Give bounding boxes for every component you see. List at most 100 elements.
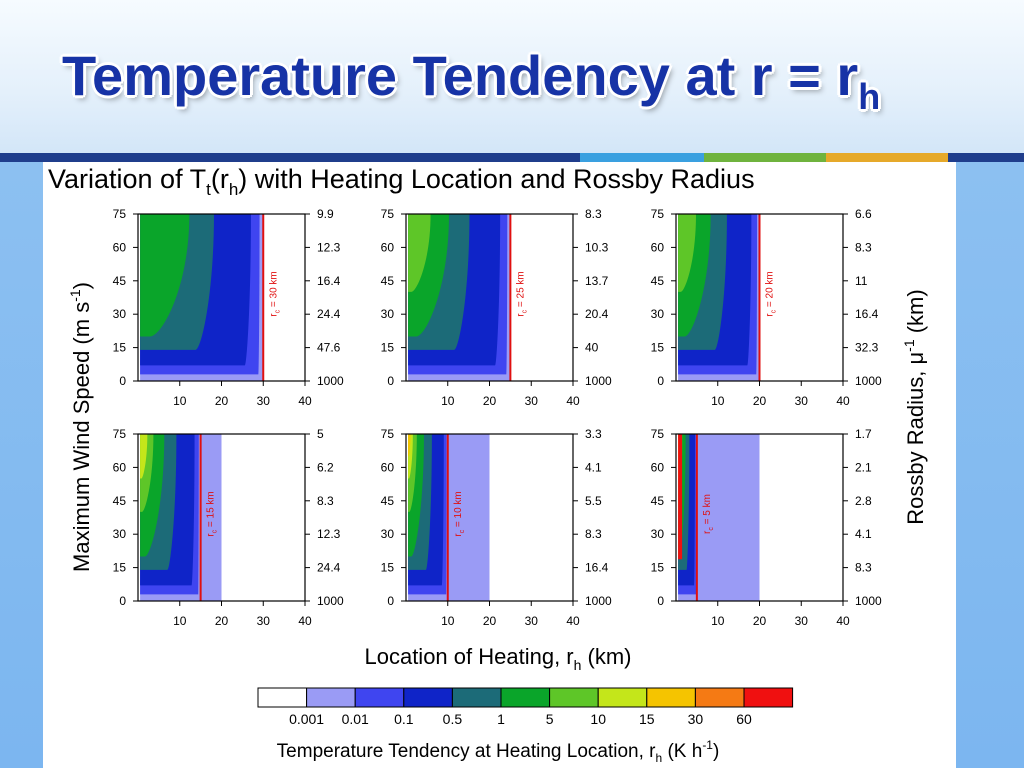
rossby-tick-label: 47.6 <box>317 341 341 355</box>
y-tick-label: 75 <box>113 427 127 441</box>
colorbar-tick-label: 60 <box>736 711 752 727</box>
y-tick-label: 0 <box>387 594 394 608</box>
rossby-tick-label: 8.3 <box>855 240 872 254</box>
rossby-tick-label: 11 <box>855 274 868 288</box>
rossby-tick-label: 13.7 <box>585 274 609 288</box>
rossby-tick-label: 2.1 <box>855 460 872 474</box>
rossby-tick-label: 8.3 <box>585 527 602 541</box>
x-tick-label: 20 <box>483 614 497 628</box>
colorbar-tick-label: 0.01 <box>342 711 369 727</box>
rossby-tick-label: 2.8 <box>855 494 872 508</box>
colorbar-tick-label: 5 <box>546 711 554 727</box>
y-tick-label: 60 <box>651 240 665 254</box>
rc-annotation: rc = 5 km <box>702 494 715 534</box>
panel-15km: rc = 15 km 0 1000 15 24.4 30 12.3 45 8.3 60 6.2 75 5… <box>113 427 344 628</box>
rossby-tick-label: 32.3 <box>855 341 879 355</box>
y-tick-label: 0 <box>119 594 126 608</box>
y-tick-label: 15 <box>113 341 127 355</box>
rc-annotation: rc = 20 km <box>765 271 778 316</box>
contour-band-7 <box>140 434 148 479</box>
panel-25km: rc = 25 km 0 1000 15 40 30 20.4 45 13.7 60 10.3 75 8… <box>381 207 612 408</box>
y-tick-label: 0 <box>387 374 394 388</box>
colorbar-tick-label: 10 <box>590 711 606 727</box>
y-tick-label: 0 <box>119 374 126 388</box>
x-tick-label: 20 <box>215 614 229 628</box>
colorbar: 0.001 0.01 0.1 0.5 1 5 10 15 30 60 <box>257 687 794 727</box>
y-tick-label: 15 <box>113 561 127 575</box>
x-tick-label: 20 <box>215 394 229 408</box>
contour-band-6 <box>678 214 696 292</box>
x-tick-label: 10 <box>173 394 187 408</box>
x-tick-label: 20 <box>753 394 767 408</box>
rossby-tick-label: 24.4 <box>317 307 341 321</box>
rossby-tick-label: 24.4 <box>317 561 341 575</box>
rossby-tick-label: 6.2 <box>317 460 334 474</box>
y-tick-label: 15 <box>651 561 665 575</box>
x-tick-label: 30 <box>257 394 271 408</box>
rossby-tick-label: 8.3 <box>317 494 334 508</box>
rossby-tick-label: 1000 <box>855 374 882 388</box>
x-tick-label: 30 <box>795 614 809 628</box>
y-tick-label: 15 <box>381 561 395 575</box>
slide-header <box>0 0 1024 153</box>
colorbar-cell <box>549 687 599 708</box>
x-tick-label: 40 <box>566 394 580 408</box>
y-axis-label-right: Rossby Radius, μ-1 (km) <box>901 289 928 524</box>
rossby-tick-label: 12.3 <box>317 240 341 254</box>
x-tick-label: 10 <box>173 614 187 628</box>
rossby-tick-label: 12.3 <box>317 527 341 541</box>
rossby-tick-label: 1.7 <box>855 427 872 441</box>
y-tick-label: 15 <box>651 341 665 355</box>
y-tick-label: 45 <box>381 274 395 288</box>
y-tick-label: 60 <box>381 240 395 254</box>
y-tick-label: 30 <box>113 527 127 541</box>
figure-panel: Variation of Tt(rh) with Heating Locatio… <box>43 162 956 768</box>
rc-annotation: rc = 30 km <box>268 271 281 316</box>
x-tick-label: 40 <box>566 614 580 628</box>
y-tick-label: 75 <box>651 207 665 221</box>
rossby-tick-label: 5 <box>317 427 324 441</box>
colorbar-cell <box>597 687 648 708</box>
rossby-tick-label: 8.3 <box>855 561 872 575</box>
accent-segment-blue <box>580 153 704 162</box>
y-tick-label: 60 <box>113 240 127 254</box>
rossby-tick-label: 9.9 <box>317 207 334 221</box>
contour-band-6 <box>408 214 431 292</box>
x-tick-label: 20 <box>483 394 497 408</box>
figure-svg: Variation of Tt(rh) with Heating Locatio… <box>48 164 928 765</box>
colorbar-cell <box>694 687 745 708</box>
rc-annotation: rc = 10 km <box>453 491 466 536</box>
colorbar-tick-label: 0.001 <box>289 711 324 727</box>
rossby-tick-label: 16.4 <box>585 561 609 575</box>
y-tick-label: 45 <box>651 494 665 508</box>
y-tick-label: 60 <box>113 460 127 474</box>
y-tick-label: 30 <box>381 527 395 541</box>
colorbar-cell <box>403 687 453 708</box>
panel-30km: rc = 30 km 0 1000 15 47.6 30 24.4 45 16.4 60 12.3 7… <box>113 207 344 408</box>
y-axis-label-left: Maximum Wind Speed (m s-1) <box>67 282 94 572</box>
colorbar-tick-label: 15 <box>639 711 655 727</box>
colorbar-cell <box>500 687 551 708</box>
panel-20km: rc = 20 km 0 1000 15 32.3 30 16.4 45 11 60 8.3 75 6.… <box>651 207 882 408</box>
rossby-tick-label: 3.3 <box>585 427 602 441</box>
y-tick-label: 45 <box>381 494 395 508</box>
figure-title: Variation of Tt(rh) with Heating Locatio… <box>48 164 755 199</box>
x-tick-label: 40 <box>298 614 312 628</box>
rossby-tick-label: 1000 <box>585 594 612 608</box>
slide-title: Temperature Tendency at r = rh <box>62 44 881 117</box>
x-tick-label: 30 <box>525 614 539 628</box>
rc-annotation: rc = 25 km <box>515 271 528 316</box>
colorbar-tick-label: 0.1 <box>394 711 414 727</box>
x-tick-label: 30 <box>257 614 271 628</box>
y-tick-label: 30 <box>113 307 127 321</box>
contour-band-5 <box>140 214 190 337</box>
colorbar-cell <box>646 687 696 708</box>
panel-fill <box>408 434 490 601</box>
panel-10km: rc = 10 km 0 1000 15 16.4 30 8.3 45 5.5 60 4.1 75 3.… <box>381 427 612 628</box>
colorbar-tick-label: 1 <box>497 711 505 727</box>
colorbar-tick-label: 0.5 <box>443 711 463 727</box>
contour-band-8 <box>408 434 411 457</box>
panel-fill <box>140 434 222 601</box>
colorbar-cell <box>306 687 356 708</box>
